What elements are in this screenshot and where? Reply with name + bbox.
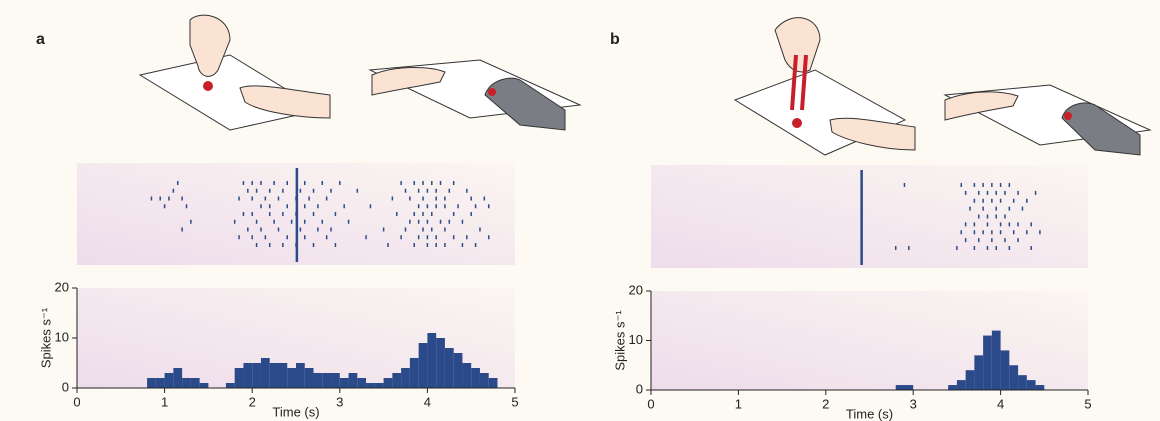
bar <box>471 368 480 388</box>
illustration-b <box>733 17 1152 156</box>
bar <box>348 373 358 388</box>
bar <box>983 335 992 390</box>
y-axis-label: Spikes s⁻¹ <box>612 310 627 371</box>
bar <box>462 363 472 388</box>
bar <box>260 358 270 388</box>
x-tick-label: 3 <box>910 396 917 411</box>
bar <box>322 373 332 388</box>
bar <box>895 385 905 390</box>
bar <box>991 330 1001 390</box>
bar <box>252 363 261 388</box>
bar <box>339 378 349 388</box>
illustration-a <box>138 14 582 131</box>
x-tick-label: 4 <box>424 394 431 409</box>
y-tick-label: 20 <box>55 279 69 294</box>
bar <box>278 363 288 388</box>
y-tick-label: 10 <box>55 329 69 344</box>
bar <box>436 338 445 388</box>
bar <box>331 373 340 388</box>
y-axis-label: Spikes s⁻¹ <box>38 307 53 368</box>
x-tick-label: 2 <box>822 396 829 411</box>
bar <box>296 363 305 388</box>
bar <box>392 373 402 388</box>
panel-label: a <box>36 31 45 48</box>
bar <box>199 383 209 388</box>
bar <box>956 380 966 390</box>
bar <box>1035 385 1045 390</box>
bar <box>304 368 314 388</box>
x-tick-label: 0 <box>647 396 654 411</box>
bar <box>418 343 428 388</box>
x-axis-label: Time (s) <box>846 406 893 421</box>
x-tick-label: 5 <box>511 394 518 409</box>
raster-background <box>651 165 1088 268</box>
bar <box>366 383 375 388</box>
bar <box>374 383 384 388</box>
bar <box>488 378 498 388</box>
y-tick-label: 20 <box>629 282 643 297</box>
y-tick-label: 0 <box>636 381 643 396</box>
bar <box>1009 365 1019 390</box>
y-tick-label: 0 <box>62 379 69 394</box>
bar <box>479 373 489 388</box>
bar <box>948 385 957 390</box>
bar <box>974 355 984 390</box>
bar <box>234 368 244 388</box>
x-tick-label: 1 <box>735 396 742 411</box>
bar <box>287 368 296 388</box>
bar <box>243 363 253 388</box>
x-tick-label: 1 <box>161 394 168 409</box>
panel-label: b <box>610 31 620 48</box>
x-tick-label: 2 <box>249 394 256 409</box>
bar <box>147 378 156 388</box>
bar <box>190 378 200 388</box>
bar <box>173 368 183 388</box>
bar <box>965 370 975 390</box>
bar <box>182 378 191 388</box>
bar <box>357 378 367 388</box>
bar <box>383 378 393 388</box>
x-tick-label: 3 <box>336 394 343 409</box>
x-axis-label: Time (s) <box>272 404 319 419</box>
bar <box>225 383 235 388</box>
bar <box>269 363 279 388</box>
bar <box>313 373 323 388</box>
x-tick-label: 4 <box>997 396 1004 411</box>
bar <box>904 385 914 390</box>
y-tick-label: 10 <box>629 332 643 347</box>
bar <box>444 348 454 388</box>
bar <box>453 353 463 388</box>
bar <box>1018 375 1027 390</box>
bar <box>164 373 174 388</box>
bar <box>1000 350 1010 390</box>
x-tick-label: 5 <box>1084 396 1091 411</box>
x-tick-label: 0 <box>73 394 80 409</box>
bar <box>155 378 165 388</box>
bar <box>1026 380 1036 390</box>
bar <box>401 368 410 388</box>
bar <box>427 333 437 388</box>
bar <box>409 358 419 388</box>
